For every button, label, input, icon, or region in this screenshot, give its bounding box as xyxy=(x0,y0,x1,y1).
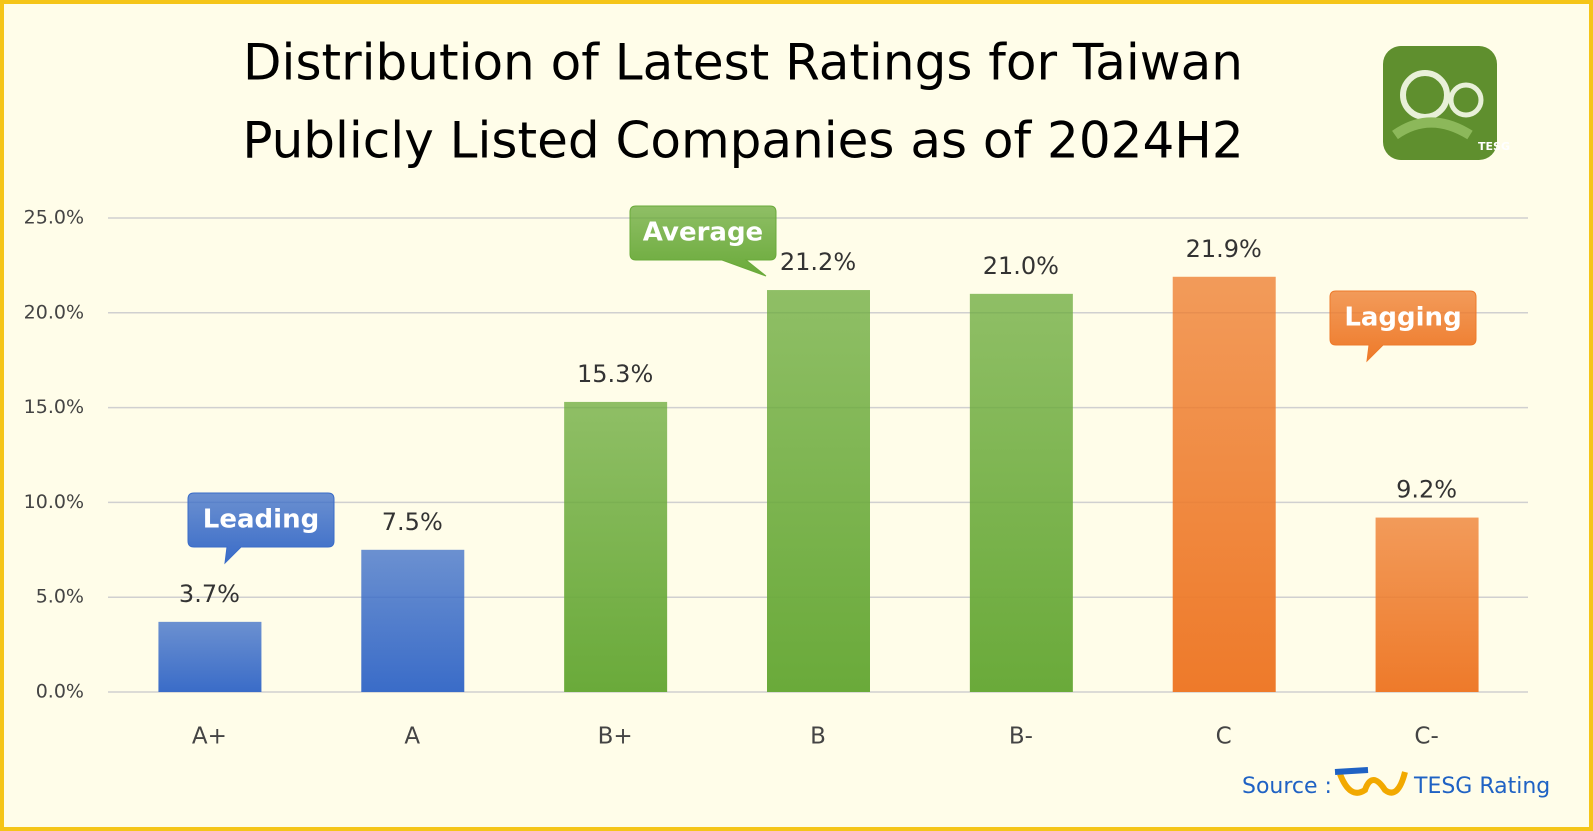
value-label: 21.0% xyxy=(983,252,1059,280)
y-tick-label: 5.0% xyxy=(36,586,84,608)
y-tick-label: 10.0% xyxy=(24,491,84,513)
bar xyxy=(969,293,1073,692)
source: Source : TESG Rating xyxy=(1242,767,1550,799)
x-tick-label: C xyxy=(1216,724,1232,750)
callout-box xyxy=(629,205,777,277)
x-tick-label: B+ xyxy=(598,724,633,750)
x-tick-label: B xyxy=(810,724,826,750)
value-label: 9.2% xyxy=(1396,476,1457,504)
value-label: 15.3% xyxy=(577,360,653,388)
x-tick-label: A+ xyxy=(192,724,227,750)
value-label: 21.2% xyxy=(780,248,856,276)
value-label: 7.5% xyxy=(382,508,443,536)
x-tick-label: C- xyxy=(1414,724,1438,750)
value-label: 3.7% xyxy=(179,580,240,608)
y-tick-label: 25.0% xyxy=(24,207,84,229)
bar xyxy=(158,621,262,692)
logo: TESG xyxy=(1383,46,1510,160)
callout-label: Lagging xyxy=(1344,303,1461,333)
callout-box xyxy=(1329,290,1477,363)
source-label: Source : xyxy=(1242,774,1332,799)
chart-title: Publicly Listed Companies as of 2024H2 xyxy=(242,112,1243,170)
y-tick-label: 0.0% xyxy=(36,681,84,703)
x-tick-label: A xyxy=(404,724,420,750)
callout-label: Leading xyxy=(203,505,319,535)
y-tick-label: 20.0% xyxy=(24,301,84,323)
chart-title: Distribution of Latest Ratings for Taiwa… xyxy=(243,34,1243,92)
bar xyxy=(767,290,870,692)
bar xyxy=(361,549,465,692)
x-tick-label: B- xyxy=(1009,724,1033,750)
bar xyxy=(1375,517,1479,692)
callout-label: Average xyxy=(643,218,763,248)
callout-box xyxy=(187,492,335,565)
source-name: TESG Rating xyxy=(1413,774,1550,799)
value-label: 21.9% xyxy=(1186,235,1262,263)
svg-text:TESG: TESG xyxy=(1478,140,1510,153)
bar xyxy=(564,401,668,692)
y-tick-label: 15.0% xyxy=(24,396,84,418)
bar xyxy=(1172,276,1276,692)
